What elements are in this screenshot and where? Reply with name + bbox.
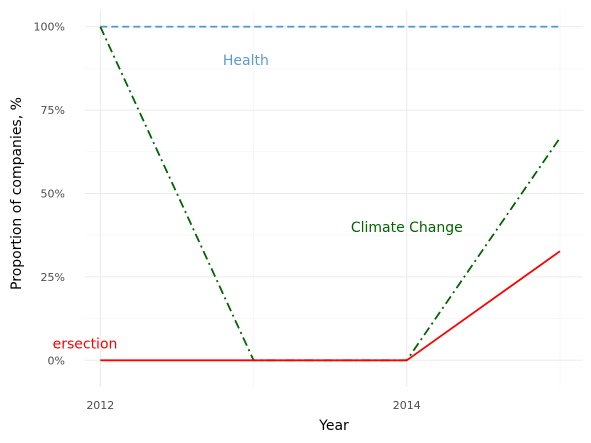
y-tick-label: 100%	[34, 21, 65, 34]
series-label-intersection: ersection	[53, 337, 118, 353]
y-tick-label: 0%	[48, 354, 65, 367]
y-tick-label: 75%	[41, 104, 65, 117]
y-tick-label: 25%	[41, 271, 65, 284]
series-layer	[99, 25, 561, 362]
series-label-health: Health	[223, 53, 269, 69]
y-tick-label: 50%	[41, 187, 65, 200]
x-tick-label: 2012	[86, 399, 114, 412]
grid-layer	[85, 10, 583, 387]
x-axis-title: Year	[318, 418, 349, 434]
series-line-intersection	[100, 250, 561, 362]
y-axis-title: Proportion of companies, %	[9, 97, 25, 290]
x-tick-label: 2014	[393, 399, 421, 412]
axis-layer: 0% 25% 50% 75% 100% 2012 2014 Year Proportion of…	[9, 21, 421, 434]
series-label-climate-change: Climate Change	[351, 220, 463, 236]
label-layer: Health Climate Change ersection	[53, 53, 463, 353]
